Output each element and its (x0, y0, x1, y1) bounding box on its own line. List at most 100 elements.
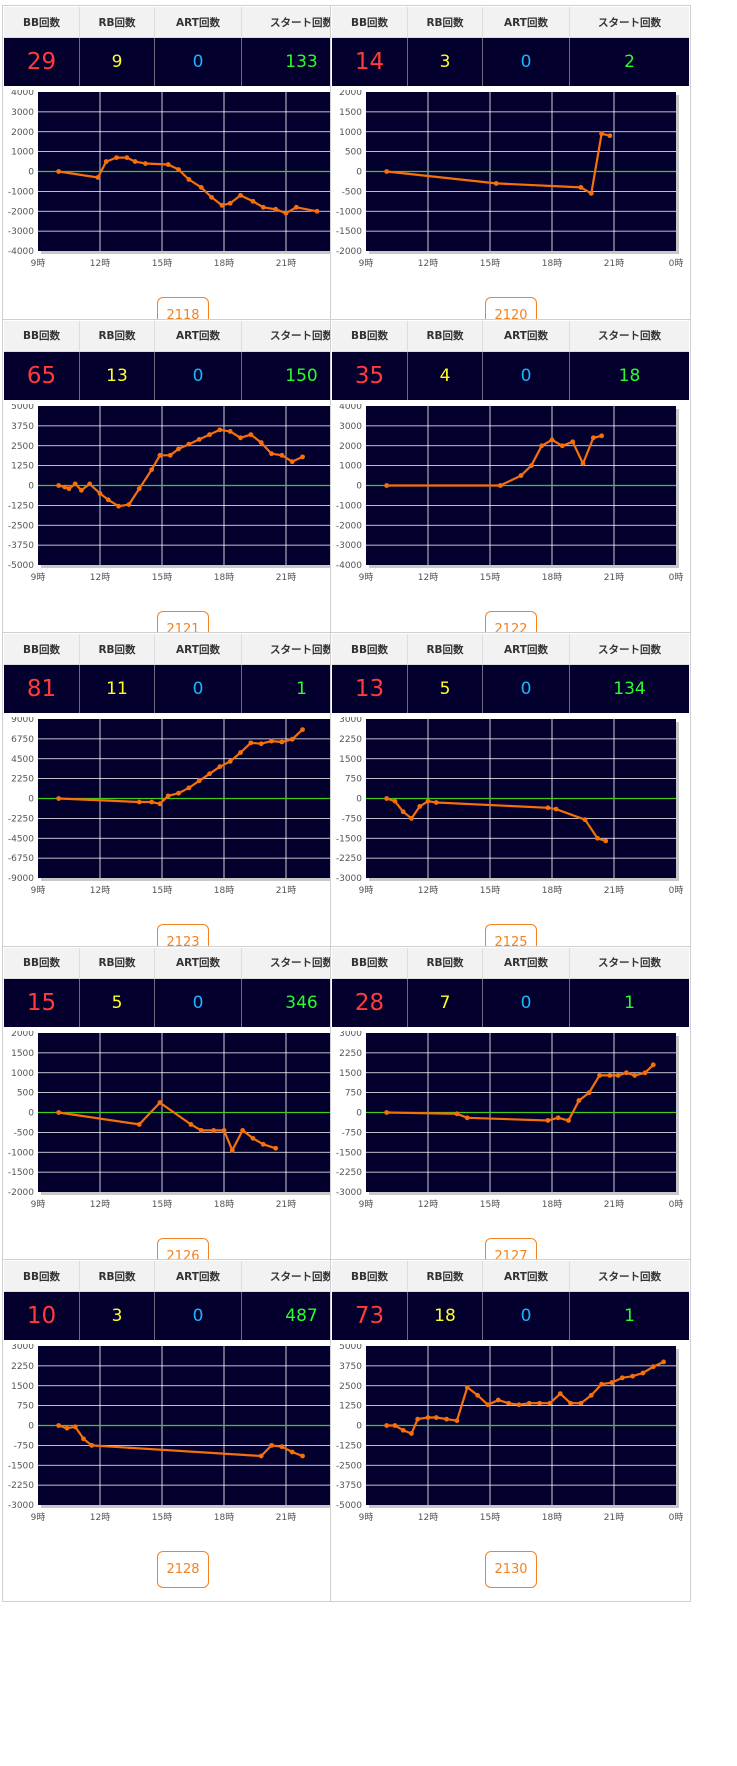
start-count: 346 (285, 992, 318, 1013)
data-point (56, 169, 62, 174)
data-point (539, 442, 545, 448)
y-tick-label: 0 (356, 168, 362, 178)
data-point (229, 1147, 235, 1153)
y-tick-label: -2500 (336, 1461, 362, 1471)
stats-header: BB回数 RB回数 ART回数 スタート回数 (4, 634, 361, 665)
x-tick-label: 12時 (418, 258, 438, 269)
y-tick-label: 1500 (11, 1048, 34, 1058)
bb-header: BB回数 (332, 947, 408, 978)
data-point (269, 1442, 274, 1448)
rb-count: 9 (80, 38, 155, 86)
machine-card: BB回数 RB回数 ART回数 スタート回数 13 5 0 134 3000 2250 1500 75… (330, 632, 691, 975)
x-tick-label: 18時 (214, 1199, 234, 1210)
data-point (289, 1449, 295, 1455)
y-tick-label: -3000 (8, 227, 34, 237)
bb-count: 81 (4, 665, 80, 713)
x-tick-label: 12時 (90, 572, 110, 583)
y-tick-label: 3000 (339, 421, 362, 431)
machine-number-button[interactable]: 2128 (157, 1551, 209, 1588)
data-point (650, 1364, 656, 1370)
bb-count: 73 (332, 1292, 408, 1340)
start-count: 150 (285, 365, 318, 386)
data-point (250, 198, 256, 204)
y-tick-label: -3000 (336, 541, 362, 551)
rb-header: RB回数 (408, 7, 483, 37)
x-tick-label: 18時 (214, 885, 234, 896)
data-point (273, 206, 279, 212)
y-tick-label: -2000 (8, 1188, 34, 1198)
y-tick-label: 500 (345, 148, 362, 158)
data-point (553, 806, 559, 812)
data-point (56, 482, 62, 488)
data-point (56, 1423, 62, 1428)
y-tick-label: 1500 (11, 1382, 34, 1392)
y-tick-label: 9000 (11, 717, 34, 725)
data-point (219, 202, 225, 208)
data-point (578, 185, 584, 190)
data-point (599, 131, 604, 137)
data-point (136, 1121, 142, 1127)
y-tick-label: 0 (28, 1422, 34, 1432)
y-tick-label: -1500 (336, 227, 362, 237)
art-count: 0 (483, 978, 570, 1027)
rb-count: 13 (80, 351, 155, 400)
bb-header: BB回数 (332, 320, 408, 351)
data-point (56, 796, 62, 801)
data-point (582, 817, 588, 823)
data-point (221, 1127, 227, 1133)
y-tick-label: 3000 (339, 1031, 362, 1039)
art-header: ART回数 (483, 947, 570, 978)
y-tick-label: -9000 (8, 874, 34, 884)
x-tick-label: 15時 (152, 258, 172, 269)
start-header: スタート回数 (270, 16, 333, 29)
bb-header: BB回数 (332, 7, 408, 37)
data-point (157, 452, 163, 458)
data-point (615, 1072, 621, 1078)
art-header: ART回数 (483, 320, 570, 351)
y-tick-label: 3000 (11, 1344, 34, 1352)
start-count: 18 (618, 365, 641, 386)
x-tick-label: 18時 (214, 258, 234, 269)
rb-header: RB回数 (80, 7, 155, 37)
x-tick-label: 12時 (90, 258, 110, 269)
data-point (454, 1110, 460, 1116)
x-tick-label: 9時 (359, 1512, 374, 1523)
data-point (497, 482, 503, 488)
machine-number-button[interactable]: 2130 (485, 1551, 537, 1588)
x-tick-label: 9時 (31, 885, 46, 896)
rb-header: RB回数 (80, 320, 155, 351)
art-count: 0 (155, 1292, 242, 1340)
data-point (227, 428, 233, 434)
data-point (56, 1109, 62, 1115)
x-tick-label: 9時 (31, 258, 46, 269)
data-point (642, 1069, 648, 1075)
stats-header: BB回数 RB回数 ART回数 スタート回数 (332, 7, 689, 38)
data-point (114, 155, 119, 160)
data-point (630, 1373, 635, 1379)
y-tick-label: 0 (356, 795, 362, 805)
data-point (454, 1418, 460, 1424)
y-tick-label: 2000 (339, 90, 362, 98)
data-point (260, 204, 266, 210)
data-point (528, 462, 534, 468)
x-tick-label: 21時 (276, 1199, 296, 1210)
data-point (314, 208, 320, 214)
data-point (186, 177, 192, 182)
x-tick-label: 12時 (90, 1512, 110, 1523)
data-point (198, 1127, 204, 1133)
stats-values: 65 13 0 150 (4, 351, 361, 400)
y-tick-label: -2000 (8, 207, 34, 217)
data-point (384, 1109, 390, 1115)
y-tick-label: -4000 (8, 247, 34, 257)
machine-card: BB回数 RB回数 ART回数 スタート回数 29 9 0 133 4000 3000 2000 10… (2, 5, 363, 348)
data-point (661, 1359, 666, 1365)
x-tick-label: 18時 (542, 258, 562, 269)
rb-count: 3 (408, 38, 483, 86)
art-count: 0 (155, 978, 242, 1027)
y-tick-label: 1250 (11, 461, 34, 471)
data-point (444, 1416, 449, 1422)
bb-header: BB回数 (4, 634, 80, 664)
data-point (269, 738, 274, 744)
